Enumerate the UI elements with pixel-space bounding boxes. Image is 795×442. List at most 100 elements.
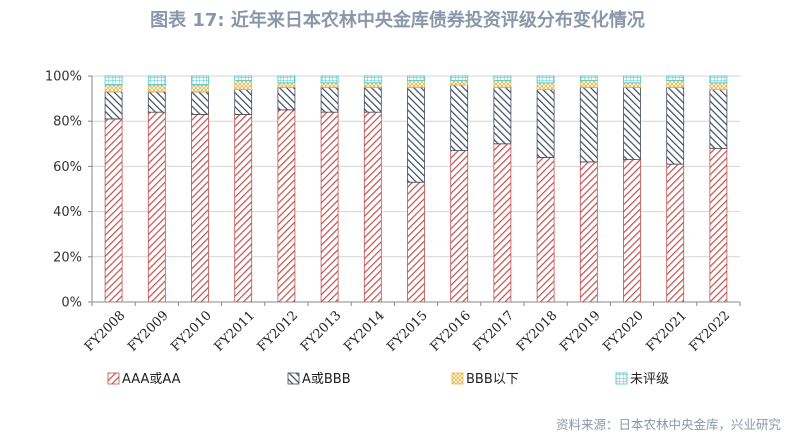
bar-segment-4 bbox=[234, 75, 253, 81]
bar-segment-1 bbox=[147, 111, 166, 303]
bar-segment-1 bbox=[104, 118, 123, 303]
bar-segment-3 bbox=[623, 82, 641, 88]
bar-segment-1 bbox=[407, 181, 425, 303]
bar-segment-1 bbox=[623, 159, 641, 303]
x-tick-label: FY2022 bbox=[687, 308, 733, 354]
bar-segment-4 bbox=[450, 75, 469, 81]
bar-segment-2 bbox=[536, 89, 555, 158]
x-tick-label: FY2016 bbox=[428, 308, 474, 354]
bar-segment-1 bbox=[363, 111, 382, 303]
legend-label: AAA或AA bbox=[122, 372, 181, 387]
legend-label: A或BBB bbox=[302, 372, 351, 387]
bar-segment-1 bbox=[709, 147, 728, 303]
legend-swatch bbox=[451, 372, 464, 385]
bar-segment-4 bbox=[191, 75, 209, 86]
x-tick-label: FY2014 bbox=[341, 308, 387, 354]
x-tick-label: FY2015 bbox=[384, 308, 430, 354]
bar-segment-3 bbox=[709, 82, 728, 90]
bar-segment-2 bbox=[277, 86, 296, 111]
bar-segment-4 bbox=[493, 75, 512, 81]
bar-segment-2 bbox=[320, 86, 339, 113]
chart-source: 资料来源：日本农林中央金库，兴业研究 bbox=[555, 417, 781, 432]
bar-segment-3 bbox=[147, 84, 166, 93]
x-tick-label: FY2020 bbox=[600, 308, 646, 354]
y-tick-label: 0% bbox=[61, 296, 82, 311]
bar-segment-2 bbox=[191, 91, 209, 115]
bar-segment-4 bbox=[536, 75, 555, 84]
bar-segment-4 bbox=[709, 75, 728, 84]
legend-item: A或BBB bbox=[287, 372, 351, 387]
x-tick-label: FY2013 bbox=[298, 308, 344, 354]
legend: AAA或AA A或BBB BBB以下 未评级 bbox=[107, 372, 669, 387]
bar-segment-2 bbox=[666, 86, 685, 165]
legend-item: 未评级 bbox=[615, 372, 669, 387]
bar-segment-4 bbox=[104, 75, 123, 86]
bar-segment-1 bbox=[579, 161, 598, 303]
bar-segment-1 bbox=[320, 111, 339, 303]
bar-segment-2 bbox=[579, 86, 598, 163]
bar-segment-1 bbox=[191, 114, 209, 303]
x-tick-label: FY2012 bbox=[255, 308, 301, 354]
x-tick-label: FY2021 bbox=[644, 308, 690, 354]
bar-segment-1 bbox=[450, 150, 469, 303]
bar-segment-4 bbox=[277, 75, 296, 84]
bar-segment-3 bbox=[407, 80, 425, 88]
bar-segment-2 bbox=[493, 86, 512, 145]
bar-segment-2 bbox=[234, 89, 253, 115]
bar-segment-3 bbox=[450, 80, 469, 86]
y-tick-label: 20% bbox=[53, 250, 82, 265]
x-tick-label: FY2017 bbox=[471, 308, 517, 354]
bar-segment-4 bbox=[666, 75, 685, 81]
y-tick-label: 80% bbox=[53, 115, 82, 130]
y-tick-label: 40% bbox=[53, 205, 82, 220]
bar-segment-2 bbox=[363, 86, 382, 113]
bar-segment-1 bbox=[277, 109, 296, 303]
bar-segment-3 bbox=[579, 80, 598, 88]
x-tick-label: FY2010 bbox=[168, 308, 214, 354]
bar-segment-3 bbox=[320, 82, 339, 88]
bar-segment-4 bbox=[320, 75, 339, 84]
legend-swatch bbox=[287, 372, 300, 385]
bar-segment-2 bbox=[104, 91, 123, 120]
bar-segment-2 bbox=[450, 84, 469, 151]
legend-swatch bbox=[615, 372, 628, 385]
bar-segment-1 bbox=[536, 156, 555, 303]
bar-segment-3 bbox=[493, 80, 512, 88]
bar-segment-1 bbox=[666, 163, 685, 303]
legend-label: 未评级 bbox=[630, 372, 669, 387]
legend-label: BBB以下 bbox=[466, 372, 519, 387]
bar-segment-2 bbox=[147, 91, 166, 113]
bars bbox=[104, 75, 728, 303]
x-tick-label: FY2018 bbox=[514, 308, 560, 354]
chart-title: 图表 17: 近年来日本农林中央金库债券投资评级分布变化情况 bbox=[150, 10, 645, 31]
bar-segment-3 bbox=[191, 84, 209, 93]
x-axis: FY2008FY2009FY2010FY2011FY2012FY2013FY20… bbox=[82, 301, 741, 355]
y-tick-label: 100% bbox=[45, 70, 82, 85]
legend-item: AAA或AA bbox=[107, 372, 181, 387]
x-tick-label: FY2019 bbox=[557, 308, 603, 354]
bar-segment-4 bbox=[363, 75, 382, 84]
bar-segment-3 bbox=[363, 82, 382, 88]
legend-item: BBB以下 bbox=[451, 372, 519, 387]
y-tick-label: 60% bbox=[53, 160, 82, 175]
bar-segment-4 bbox=[579, 75, 598, 81]
bar-segment-3 bbox=[536, 82, 555, 90]
x-tick-label: FY2009 bbox=[125, 308, 171, 354]
bar-segment-3 bbox=[277, 82, 296, 88]
x-tick-label: FY2008 bbox=[82, 308, 128, 354]
bar-segment-4 bbox=[147, 75, 166, 86]
bar-segment-2 bbox=[709, 89, 728, 149]
bar-segment-4 bbox=[623, 75, 641, 84]
x-tick-label: FY2011 bbox=[212, 308, 258, 354]
y-axis: 0% 20% 40% 60% 80% 100% bbox=[45, 70, 93, 311]
bar-segment-2 bbox=[407, 86, 425, 183]
bar-segment-3 bbox=[234, 80, 253, 90]
legend-swatch bbox=[107, 372, 120, 385]
bar-segment-1 bbox=[493, 143, 512, 303]
bar-segment-3 bbox=[666, 80, 685, 88]
bar-segment-4 bbox=[407, 75, 425, 81]
bar-segment-1 bbox=[234, 114, 253, 303]
bar-segment-3 bbox=[104, 84, 123, 93]
bar-segment-2 bbox=[623, 86, 641, 161]
